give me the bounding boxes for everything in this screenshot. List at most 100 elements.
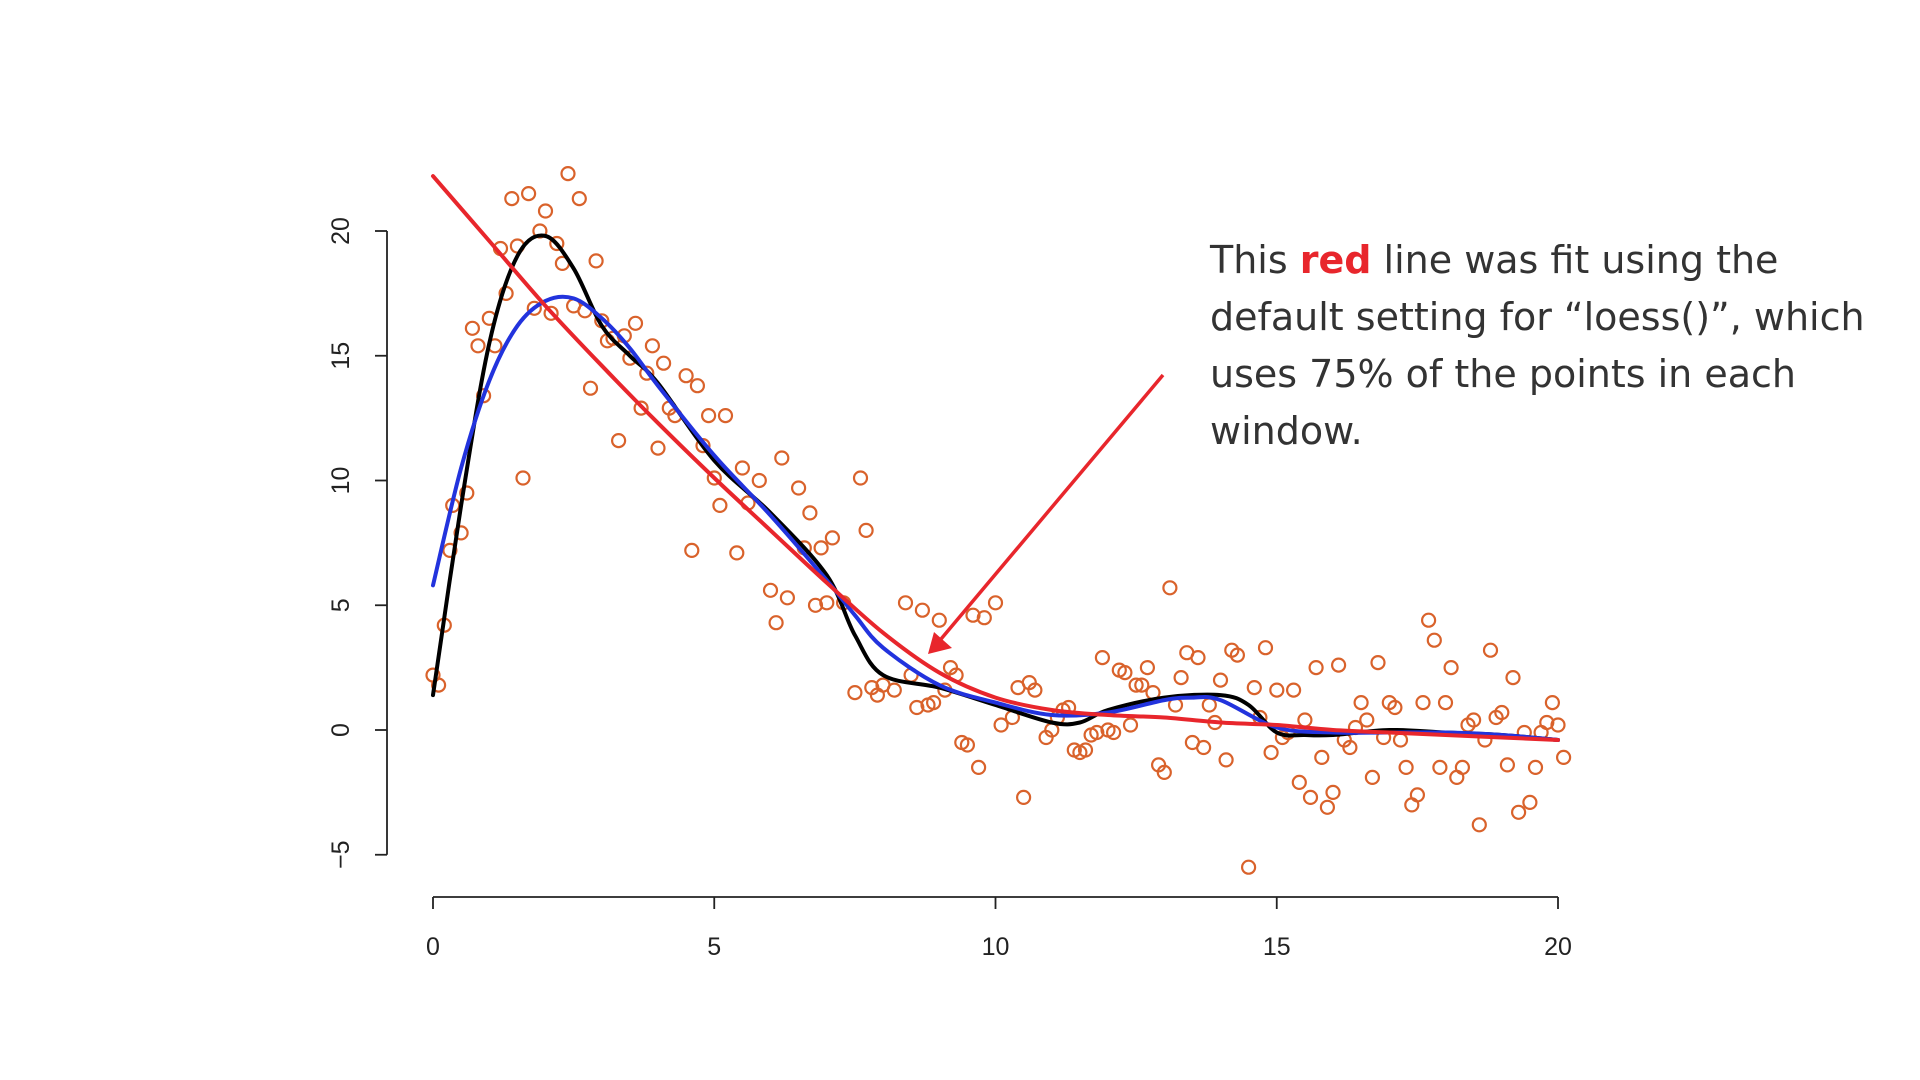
data-point	[1415, 694, 1431, 711]
data-point	[1128, 677, 1144, 693]
annotation-text: This red line was fit using the default …	[1210, 232, 1900, 460]
data-point	[644, 338, 661, 354]
data-point	[1398, 759, 1414, 776]
data-point	[1285, 682, 1302, 698]
arrow-shaft	[934, 373, 1165, 647]
data-point	[1550, 717, 1566, 733]
data-point	[909, 699, 925, 716]
data-point	[1505, 669, 1521, 686]
annotation-highlight-red: red	[1299, 238, 1372, 282]
data-point	[1291, 774, 1307, 791]
data-point	[1342, 739, 1358, 756]
data-point	[1257, 640, 1274, 656]
data-point	[1330, 657, 1347, 673]
data-point	[1437, 694, 1454, 711]
data-point	[633, 400, 649, 416]
data-point	[1246, 679, 1262, 696]
data-point	[1302, 789, 1319, 806]
data-point	[1195, 739, 1212, 756]
fit-lines	[431, 174, 1560, 742]
data-point	[1089, 724, 1105, 741]
data-point	[1420, 612, 1437, 628]
data-point	[1359, 712, 1375, 728]
data-point	[442, 542, 458, 559]
y-tick-label: −5	[327, 840, 355, 869]
data-point	[655, 355, 672, 371]
data-point	[970, 759, 987, 776]
data-point	[1229, 647, 1246, 663]
data-point	[993, 717, 1009, 733]
data-point	[520, 186, 537, 202]
data-point	[1117, 664, 1133, 681]
data-point	[1201, 697, 1217, 713]
data-point	[1269, 682, 1285, 698]
data-point	[1027, 682, 1043, 698]
y-tick-label: 15	[327, 342, 355, 370]
data-point	[1240, 859, 1257, 875]
data-point	[1162, 580, 1178, 596]
red-fit-line	[431, 174, 1560, 742]
data-point	[610, 433, 627, 449]
data-point	[1465, 712, 1482, 728]
x-tick-label: 0	[426, 933, 440, 961]
data-point	[729, 545, 745, 561]
data-point	[774, 450, 790, 466]
data-point	[504, 191, 520, 207]
data-point	[987, 595, 1004, 611]
data-point	[588, 253, 604, 269]
data-point	[1443, 659, 1459, 676]
data-point	[790, 480, 807, 496]
data-point	[571, 191, 587, 207]
data-point	[1392, 732, 1409, 748]
y-tick-label: 10	[327, 467, 355, 495]
data-point	[639, 365, 655, 381]
data-point	[459, 485, 475, 501]
data-point	[1156, 764, 1172, 781]
data-point	[1263, 744, 1279, 761]
data-point	[1105, 724, 1122, 741]
data-point	[1387, 699, 1403, 716]
data-point	[847, 684, 863, 701]
data-point	[751, 472, 767, 489]
data-point	[543, 305, 559, 321]
data-point	[762, 582, 779, 598]
data-point	[464, 320, 480, 336]
data-point	[976, 610, 992, 626]
data-point	[700, 408, 717, 424]
data-point	[1482, 642, 1499, 658]
data-point	[807, 597, 824, 613]
data-point	[813, 540, 829, 556]
data-point	[476, 388, 492, 404]
annotation-after: line was fit using the default setting f…	[1210, 238, 1865, 453]
data-point	[684, 542, 700, 559]
data-point	[1527, 759, 1544, 776]
data-point	[802, 505, 818, 521]
data-point	[1454, 759, 1471, 776]
data-point	[1218, 752, 1234, 768]
data-point	[706, 470, 722, 486]
data-point	[1314, 749, 1330, 766]
data-point	[582, 380, 599, 396]
data-point	[1522, 794, 1538, 811]
data-point	[1134, 677, 1150, 693]
data-point	[858, 522, 874, 539]
data-point	[1212, 672, 1229, 688]
data-point	[689, 378, 706, 394]
data-point	[1173, 669, 1189, 686]
data-point	[1544, 694, 1561, 711]
data-point	[852, 470, 869, 486]
data-point	[1139, 659, 1156, 676]
data-point	[1297, 712, 1313, 728]
data-point	[526, 300, 542, 316]
data-point	[1370, 654, 1386, 671]
data-point	[1015, 789, 1032, 806]
y-tick-label: 20	[327, 217, 355, 245]
arrow-head	[928, 632, 952, 654]
data-point	[560, 166, 576, 182]
x-tick-label: 5	[707, 933, 721, 961]
data-point	[819, 595, 835, 611]
data-point	[1510, 804, 1527, 820]
data-point	[1319, 799, 1336, 815]
data-point	[1364, 769, 1381, 786]
